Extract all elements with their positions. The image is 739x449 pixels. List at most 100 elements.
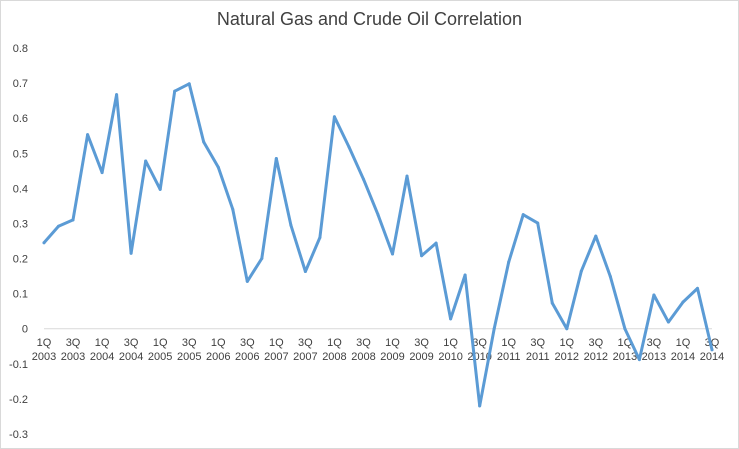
data-point — [478, 404, 482, 408]
x-tick-year: 2007 — [264, 351, 288, 363]
y-tick-label: 0.6 — [13, 113, 28, 125]
data-point — [187, 82, 191, 86]
x-tick-quarter: 3Q — [66, 337, 81, 349]
data-point — [434, 241, 438, 245]
chart-title: Natural Gas and Crude Oil Correlation — [216, 9, 523, 29]
x-tick-year: 2003 — [61, 351, 85, 363]
data-point — [710, 348, 714, 352]
x-tick-year: 2012 — [584, 351, 608, 363]
data-point — [115, 93, 119, 97]
data-point — [274, 157, 278, 161]
x-tick-quarter: 1Q — [559, 337, 574, 349]
x-tick-year: 2014 — [671, 351, 695, 363]
x-tick-year: 2011 — [526, 351, 550, 363]
y-tick-label: -0.1 — [9, 359, 28, 371]
x-tick-quarter: 3Q — [356, 337, 371, 349]
x-tick-year: 2003 — [32, 351, 56, 363]
x-tick-quarter: 1Q — [385, 337, 400, 349]
x-tick-quarter: 1Q — [443, 337, 458, 349]
x-tick-year: 2011 — [497, 351, 521, 363]
data-point — [173, 89, 177, 93]
x-tick-quarter: 3Q — [124, 337, 139, 349]
data-point — [550, 301, 554, 305]
data-point — [637, 358, 641, 362]
y-tick-label: 0 — [22, 324, 28, 336]
x-tick-quarter: 1Q — [676, 337, 691, 349]
x-tick-quarter: 3Q — [414, 337, 429, 349]
y-tick-label: 0.2 — [13, 254, 28, 266]
data-point — [86, 133, 90, 137]
data-point — [129, 251, 133, 255]
x-tick-quarter: 3Q — [472, 337, 487, 349]
data-point — [449, 317, 453, 321]
data-point — [507, 260, 511, 264]
series-points — [42, 82, 714, 408]
data-point — [391, 252, 395, 256]
data-point — [521, 213, 525, 217]
x-tick-quarter: 3Q — [647, 337, 662, 349]
y-tick-label: -0.3 — [9, 429, 28, 441]
x-tick-quarter: 3Q — [530, 337, 545, 349]
y-tick-label: 0.5 — [13, 148, 28, 160]
x-tick-year: 2009 — [409, 351, 433, 363]
x-tick-year: 2005 — [148, 351, 172, 363]
data-point — [536, 221, 540, 225]
x-tick-year: 2012 — [555, 351, 579, 363]
y-tick-label: 0.7 — [13, 78, 28, 90]
data-point — [695, 286, 699, 290]
x-tick-year: 2014 — [700, 351, 724, 363]
data-point — [144, 159, 148, 163]
data-point — [347, 145, 351, 149]
x-tick-year: 2010 — [438, 351, 462, 363]
x-tick-year: 2009 — [380, 351, 404, 363]
data-point — [405, 174, 409, 178]
data-point — [420, 254, 424, 258]
data-point — [666, 320, 670, 324]
data-point — [652, 293, 656, 297]
x-tick-year: 2005 — [177, 351, 201, 363]
y-tick-label: 0.4 — [13, 183, 28, 195]
y-axis-ticks: 0.8 0.7 0.6 0.5 0.4 0.3 0.2 0.1 0 -0.1 -0.2 -0.3 — [9, 43, 28, 441]
data-point — [361, 177, 365, 181]
x-tick-year: 2006 — [235, 351, 259, 363]
x-tick-year: 2004 — [90, 351, 114, 363]
x-tick-quarter: 1Q — [153, 337, 168, 349]
data-point — [231, 207, 235, 211]
y-tick-label: -0.2 — [9, 394, 28, 406]
data-point — [332, 115, 336, 119]
data-point — [202, 140, 206, 144]
y-tick-label: 0.1 — [13, 289, 28, 301]
data-point — [492, 327, 496, 331]
data-point — [463, 273, 467, 277]
x-tick-quarter: 3Q — [182, 337, 197, 349]
x-tick-quarter: 1Q — [37, 337, 52, 349]
x-tick-quarter: 1Q — [211, 337, 226, 349]
x-tick-year: 2008 — [322, 351, 346, 363]
data-point — [303, 270, 307, 274]
data-point — [245, 279, 249, 283]
data-point — [42, 241, 46, 245]
x-axis-ticks: 1Q 2003 3Q 2003 1Q 2004 3Q 2004 1Q 2005 3Q 2005 1Q 20… — [32, 337, 724, 363]
x-tick-year: 2013 — [642, 351, 666, 363]
x-tick-quarter: 3Q — [240, 337, 255, 349]
data-point — [100, 171, 104, 175]
data-point — [608, 274, 612, 278]
x-tick-year: 2006 — [206, 351, 230, 363]
data-point — [594, 234, 598, 238]
x-tick-year: 2004 — [119, 351, 143, 363]
data-point — [681, 300, 685, 304]
data-point — [71, 218, 75, 222]
x-tick-quarter: 1Q — [269, 337, 284, 349]
data-point — [260, 257, 264, 261]
data-point — [158, 187, 162, 191]
data-point — [623, 327, 627, 331]
data-point — [565, 327, 569, 331]
data-point — [318, 235, 322, 239]
y-tick-label: 0.8 — [13, 43, 28, 55]
x-tick-quarter: 1Q — [95, 337, 110, 349]
x-tick-year: 2007 — [293, 351, 317, 363]
data-point — [57, 224, 61, 228]
data-point — [579, 269, 583, 273]
